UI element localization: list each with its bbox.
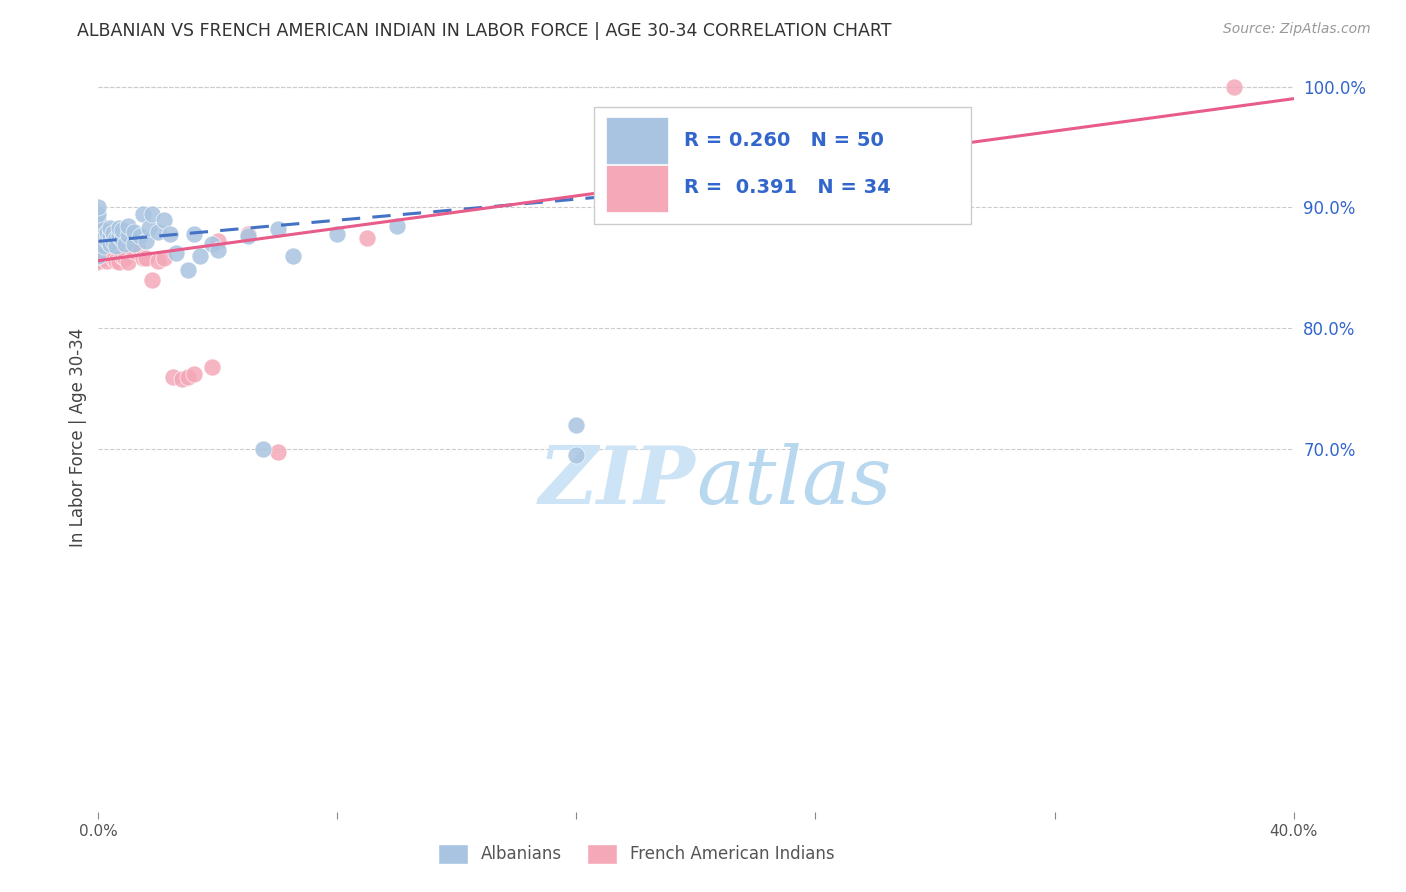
Point bbox=[103, 235, 125, 249]
Point bbox=[87, 212, 110, 227]
Point bbox=[93, 251, 115, 265]
Point bbox=[117, 219, 139, 233]
Point bbox=[127, 239, 149, 253]
Point bbox=[96, 225, 118, 239]
Point bbox=[201, 236, 224, 251]
Point bbox=[108, 229, 131, 244]
Point bbox=[111, 223, 134, 237]
FancyBboxPatch shape bbox=[595, 107, 972, 224]
Point bbox=[252, 442, 274, 457]
Point bbox=[565, 448, 588, 462]
Point bbox=[124, 236, 146, 251]
Point bbox=[148, 253, 170, 268]
Text: Source: ZipAtlas.com: Source: ZipAtlas.com bbox=[1223, 22, 1371, 37]
Point bbox=[105, 253, 128, 268]
Point bbox=[87, 222, 110, 236]
Point bbox=[114, 251, 136, 265]
Point bbox=[108, 255, 131, 269]
Text: R =  0.391   N = 34: R = 0.391 N = 34 bbox=[685, 178, 891, 197]
Point bbox=[93, 239, 115, 253]
Text: R = 0.260   N = 50: R = 0.260 N = 50 bbox=[685, 131, 884, 150]
Point bbox=[129, 229, 152, 244]
Point bbox=[87, 225, 110, 239]
Point bbox=[98, 221, 122, 235]
Point bbox=[105, 230, 128, 244]
Point bbox=[87, 228, 110, 243]
Point bbox=[385, 219, 409, 233]
Point bbox=[165, 246, 187, 260]
Point bbox=[153, 212, 176, 227]
Point bbox=[141, 273, 163, 287]
Point bbox=[236, 227, 259, 241]
Point bbox=[87, 255, 110, 269]
Point bbox=[93, 230, 115, 244]
Point bbox=[87, 249, 110, 263]
Point bbox=[172, 372, 194, 386]
Point bbox=[108, 221, 131, 235]
Point bbox=[188, 249, 211, 263]
Point bbox=[98, 246, 122, 260]
Point bbox=[356, 230, 378, 244]
Point bbox=[138, 221, 160, 235]
Point bbox=[87, 206, 110, 220]
Point bbox=[267, 222, 290, 236]
Point bbox=[87, 246, 110, 260]
Point bbox=[141, 206, 163, 220]
Point bbox=[96, 233, 118, 247]
Point bbox=[87, 253, 110, 268]
Point bbox=[124, 244, 146, 258]
Y-axis label: In Labor Force | Age 30-34: In Labor Force | Age 30-34 bbox=[69, 327, 87, 547]
Text: atlas: atlas bbox=[696, 443, 891, 521]
Point bbox=[159, 227, 181, 241]
Point bbox=[96, 253, 118, 268]
Point bbox=[1223, 79, 1246, 94]
Point bbox=[114, 236, 136, 251]
Point bbox=[281, 249, 304, 263]
Point bbox=[326, 227, 349, 241]
Point bbox=[177, 369, 200, 384]
Point bbox=[132, 251, 155, 265]
Point bbox=[124, 225, 146, 239]
Point bbox=[105, 239, 128, 253]
Legend: Albanians, French American Indians: Albanians, French American Indians bbox=[430, 838, 842, 871]
Point bbox=[153, 251, 176, 265]
Point bbox=[117, 228, 139, 243]
Point bbox=[117, 255, 139, 269]
Point bbox=[111, 232, 134, 246]
Point bbox=[148, 225, 170, 239]
Point bbox=[177, 263, 200, 277]
Text: ZIP: ZIP bbox=[538, 443, 696, 521]
Point bbox=[87, 233, 110, 247]
Point bbox=[98, 228, 122, 243]
Point bbox=[135, 251, 157, 265]
Point bbox=[103, 226, 125, 240]
Point bbox=[267, 444, 290, 458]
Point bbox=[236, 229, 259, 244]
Point bbox=[201, 359, 224, 374]
Point bbox=[132, 206, 155, 220]
Point bbox=[87, 236, 110, 251]
Point bbox=[207, 243, 229, 257]
Point bbox=[183, 227, 205, 241]
Point bbox=[565, 417, 588, 432]
FancyBboxPatch shape bbox=[606, 165, 668, 211]
Point bbox=[87, 219, 110, 233]
Point bbox=[87, 230, 110, 244]
Point bbox=[103, 251, 125, 265]
FancyBboxPatch shape bbox=[606, 117, 668, 163]
Point bbox=[162, 369, 184, 384]
Point bbox=[183, 368, 205, 382]
Point bbox=[207, 235, 229, 249]
Point bbox=[111, 249, 134, 263]
Point bbox=[87, 246, 110, 260]
Point bbox=[87, 201, 110, 215]
Point bbox=[135, 235, 157, 249]
Point bbox=[98, 236, 122, 251]
Text: ALBANIAN VS FRENCH AMERICAN INDIAN IN LABOR FORCE | AGE 30-34 CORRELATION CHART: ALBANIAN VS FRENCH AMERICAN INDIAN IN LA… bbox=[77, 22, 891, 40]
Point bbox=[87, 239, 110, 253]
